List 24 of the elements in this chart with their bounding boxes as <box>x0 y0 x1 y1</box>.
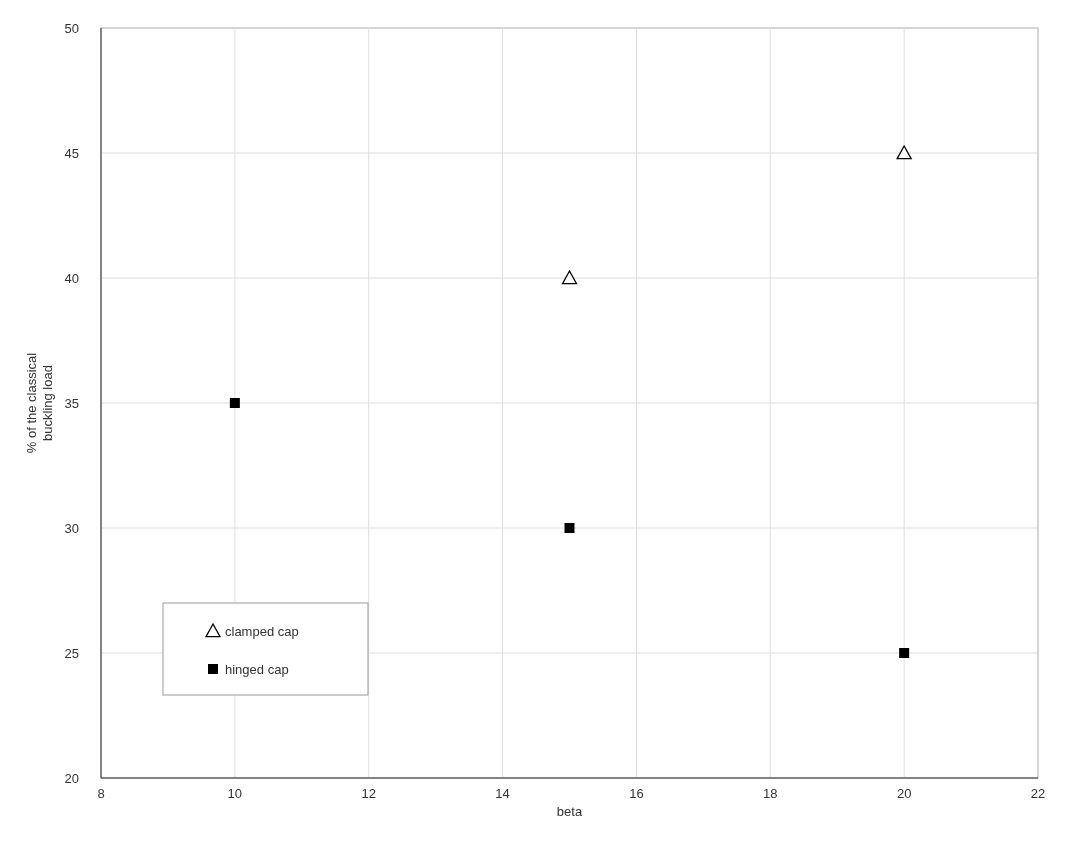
x-tick-label: 20 <box>896 786 912 801</box>
y-tick-label: 30 <box>64 521 79 536</box>
point <box>896 145 912 160</box>
y-tick-label: 45 <box>64 146 79 161</box>
x-tick-label: 8 <box>97 786 105 801</box>
y-axis-title: % of the classical buckling load <box>24 352 55 454</box>
y-tick-label: 40 <box>64 271 79 286</box>
point <box>561 270 578 285</box>
x-tick-label: 10 <box>227 786 243 801</box>
point <box>229 398 240 408</box>
y-tick-label: 25 <box>64 646 79 661</box>
x-tick-label: 16 <box>629 786 644 801</box>
point <box>899 648 910 658</box>
y-tick-label: 20 <box>64 771 79 786</box>
y-tick-label: 50 <box>64 21 79 36</box>
x-tick-label: 18 <box>763 786 778 801</box>
x-axis-title: beta <box>556 804 583 819</box>
legend-label: clamped cap <box>225 624 299 639</box>
x-tick-label: 22 <box>1030 786 1046 801</box>
point <box>564 523 575 533</box>
x-tick-label: 12 <box>361 786 376 801</box>
x-tick-label: 14 <box>495 786 510 801</box>
y-tick-label: 35 <box>64 396 79 411</box>
legend-label: hinged cap <box>225 662 289 677</box>
